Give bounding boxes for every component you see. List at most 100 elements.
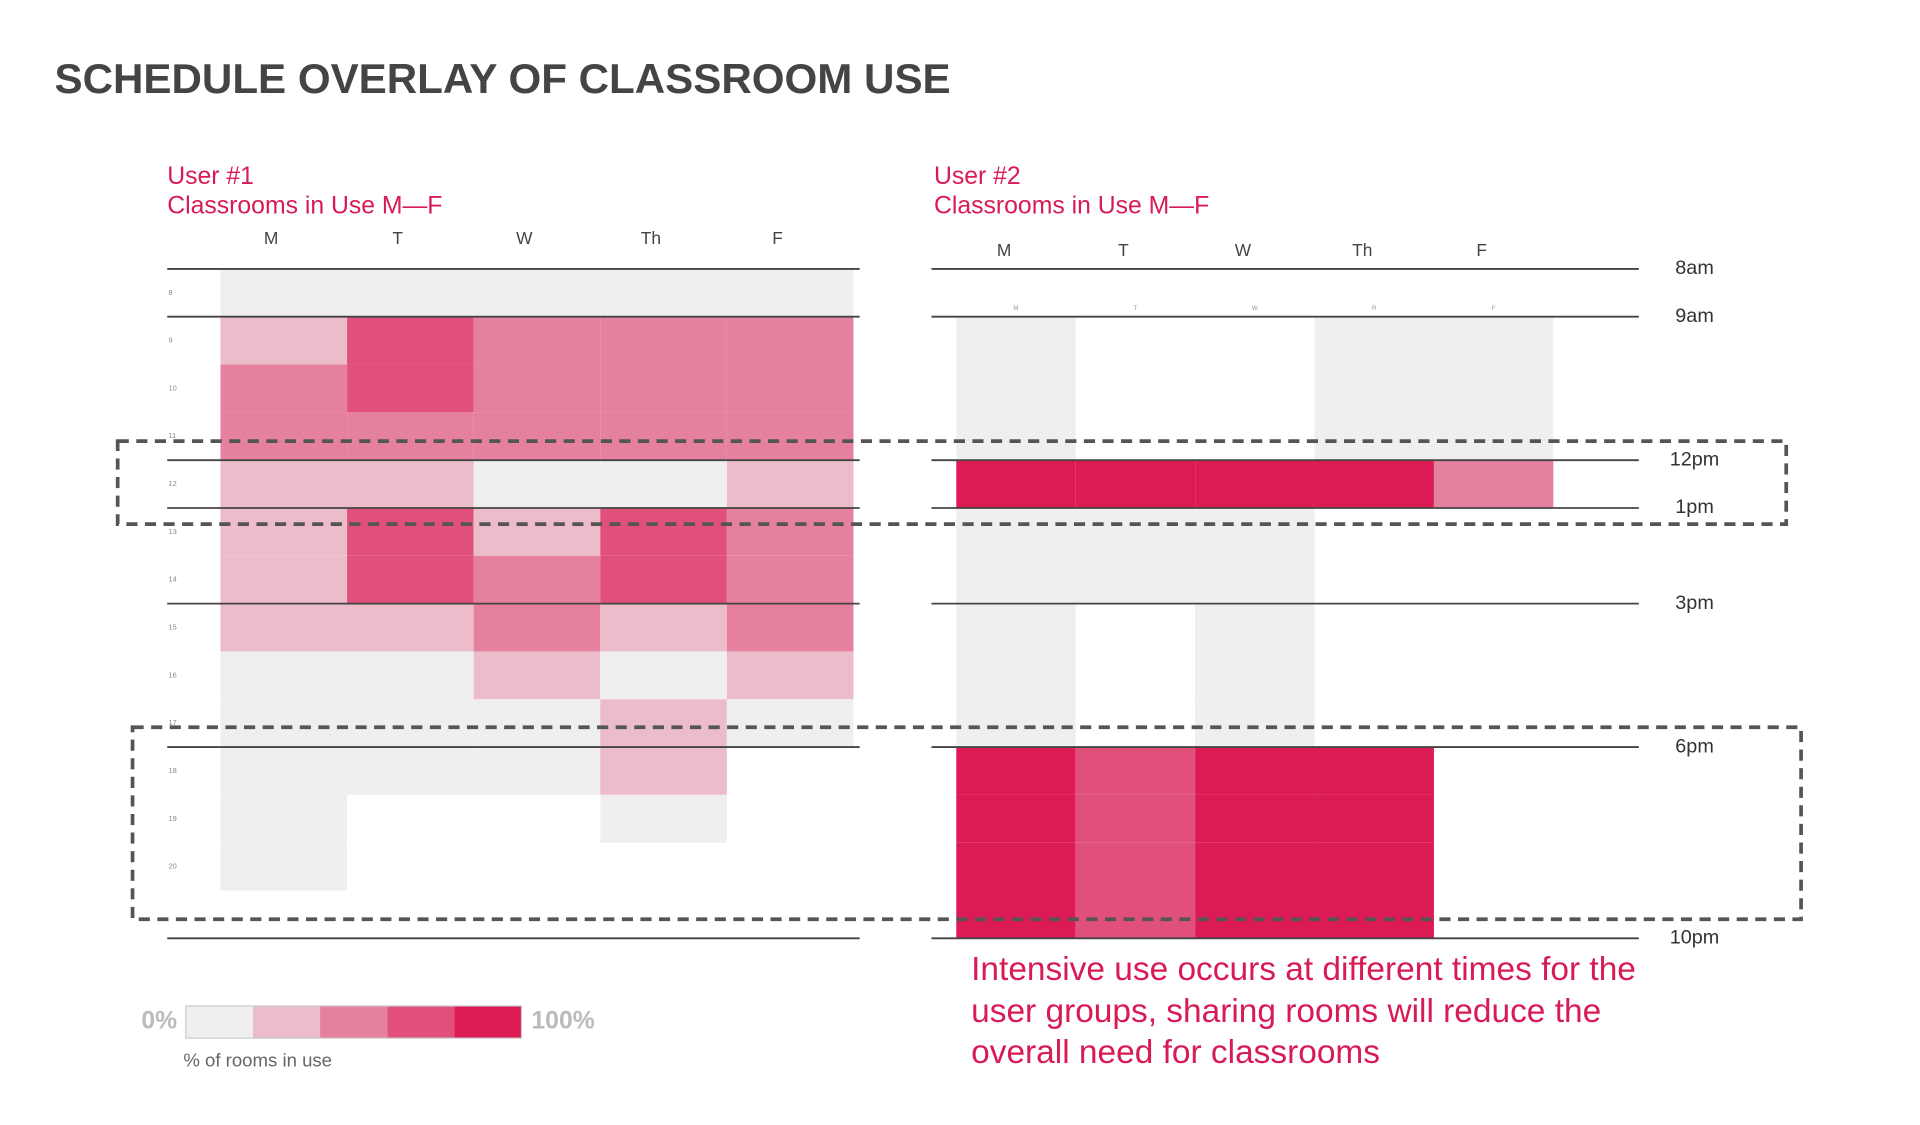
heat-cell <box>726 364 854 413</box>
heat-cell <box>220 268 348 317</box>
heat-cell <box>956 651 1076 700</box>
heat-cell <box>220 794 348 843</box>
heat-cell <box>1314 316 1434 365</box>
column-label: W <box>1235 240 1252 260</box>
heat-cell <box>473 651 601 700</box>
heat-cell <box>347 268 474 317</box>
heat-cell <box>726 651 854 700</box>
heat-cell <box>600 651 727 700</box>
heat-cell <box>1314 794 1434 843</box>
heat-cell <box>1433 364 1554 413</box>
heat-cell <box>1195 747 1315 795</box>
heat-cell <box>1195 507 1315 556</box>
row-label: 12 <box>168 479 176 488</box>
heat-cell <box>726 699 854 748</box>
heat-cell <box>473 555 601 604</box>
heat-cell <box>956 507 1076 556</box>
heat-cell <box>473 316 601 365</box>
y-tick-label: 1pm <box>1675 496 1714 518</box>
heat-cell <box>726 555 854 604</box>
column-label: F <box>772 228 783 248</box>
heat-cell <box>600 699 727 748</box>
legend-swatch <box>454 1005 522 1039</box>
row-label: 13 <box>168 527 176 536</box>
heat-cell <box>473 460 601 508</box>
heat-cell <box>956 412 1076 461</box>
legend-swatch <box>387 1005 455 1039</box>
heat-cell <box>1195 842 1315 891</box>
heat-cell <box>956 842 1076 891</box>
heat-cell <box>600 794 727 843</box>
row-label: 20 <box>168 862 176 871</box>
heat-cell <box>347 412 474 461</box>
heat-cell <box>1433 316 1554 365</box>
heat-cell <box>473 699 601 748</box>
legend-swatch <box>320 1005 388 1039</box>
heat-cell <box>1075 747 1196 795</box>
heat-cell <box>1075 890 1196 939</box>
heat-cell <box>347 460 474 508</box>
heat-cell <box>220 412 348 461</box>
heat-cell <box>1075 507 1196 556</box>
note-line: overall need for classrooms <box>971 1034 1380 1071</box>
heat-cell <box>473 364 601 413</box>
heat-cell <box>347 316 474 365</box>
heat-cell <box>956 747 1076 795</box>
heat-cell <box>1314 890 1434 939</box>
heat-cell <box>600 364 727 413</box>
minor-label: M <box>1013 305 1018 312</box>
heat-cell <box>347 364 474 413</box>
y-tick-label: 3pm <box>1675 592 1714 614</box>
heat-cell <box>1433 412 1554 461</box>
heat-cell <box>1075 794 1196 843</box>
heat-cell <box>1314 460 1434 508</box>
heat-cell <box>956 555 1076 604</box>
note-line: Intensive use occurs at different times … <box>971 951 1636 988</box>
heat-cell <box>1314 747 1434 795</box>
legend-tick-label: 100% <box>531 1008 594 1035</box>
legend-caption: % of rooms in use <box>183 1050 332 1071</box>
page-title: SCHEDULE OVERLAY OF CLASSROOM USE <box>55 55 951 102</box>
heat-cell <box>220 460 348 508</box>
marks: M T W Th F 8 9 10 11 12 13 14 15 16 17 18 19 20 M T W Th F M T W R… <box>141 228 1720 1039</box>
heat-cell <box>956 316 1076 365</box>
row-label: 19 <box>168 814 176 823</box>
heat-cell <box>220 364 348 413</box>
column-label: M <box>997 240 1011 260</box>
heat-cell <box>600 412 727 461</box>
heat-cell <box>1075 555 1196 604</box>
column-label: M <box>264 228 278 248</box>
heat-cell <box>726 460 854 508</box>
heat-cell <box>600 555 727 604</box>
column-label: Th <box>641 228 661 248</box>
note-line: user groups, sharing rooms will reduce t… <box>971 993 1601 1030</box>
heat-cell <box>600 316 727 365</box>
row-label: 14 <box>168 575 176 584</box>
heat-cell <box>1195 794 1315 843</box>
heat-cell <box>473 268 601 317</box>
chart-title: User #1 <box>167 163 254 190</box>
heat-cell <box>220 651 348 700</box>
row-label: 10 <box>168 383 176 392</box>
row-label: 16 <box>168 670 176 679</box>
heat-cell <box>220 699 348 748</box>
heat-cell <box>956 460 1076 508</box>
y-tick-label: 12pm <box>1670 448 1720 470</box>
legend-swatch <box>185 1005 253 1039</box>
heat-cell <box>1195 699 1315 748</box>
row-label: 18 <box>168 766 176 775</box>
heat-cell <box>956 364 1076 413</box>
row-label: 17 <box>168 718 176 727</box>
heat-cell <box>220 555 348 604</box>
chart-subtitle: Classrooms in Use M—F <box>167 193 442 220</box>
column-label: Th <box>1352 240 1372 260</box>
heat-cell <box>726 316 854 365</box>
y-tick-label: 10pm <box>1670 927 1720 949</box>
row-label: 8 <box>168 288 172 297</box>
minor-label: R <box>1372 305 1377 312</box>
heat-cell <box>473 747 601 795</box>
legend-swatch <box>252 1005 321 1039</box>
heat-cell <box>1314 364 1434 413</box>
y-tick-label: 8am <box>1675 257 1714 279</box>
heat-cell <box>220 603 348 652</box>
